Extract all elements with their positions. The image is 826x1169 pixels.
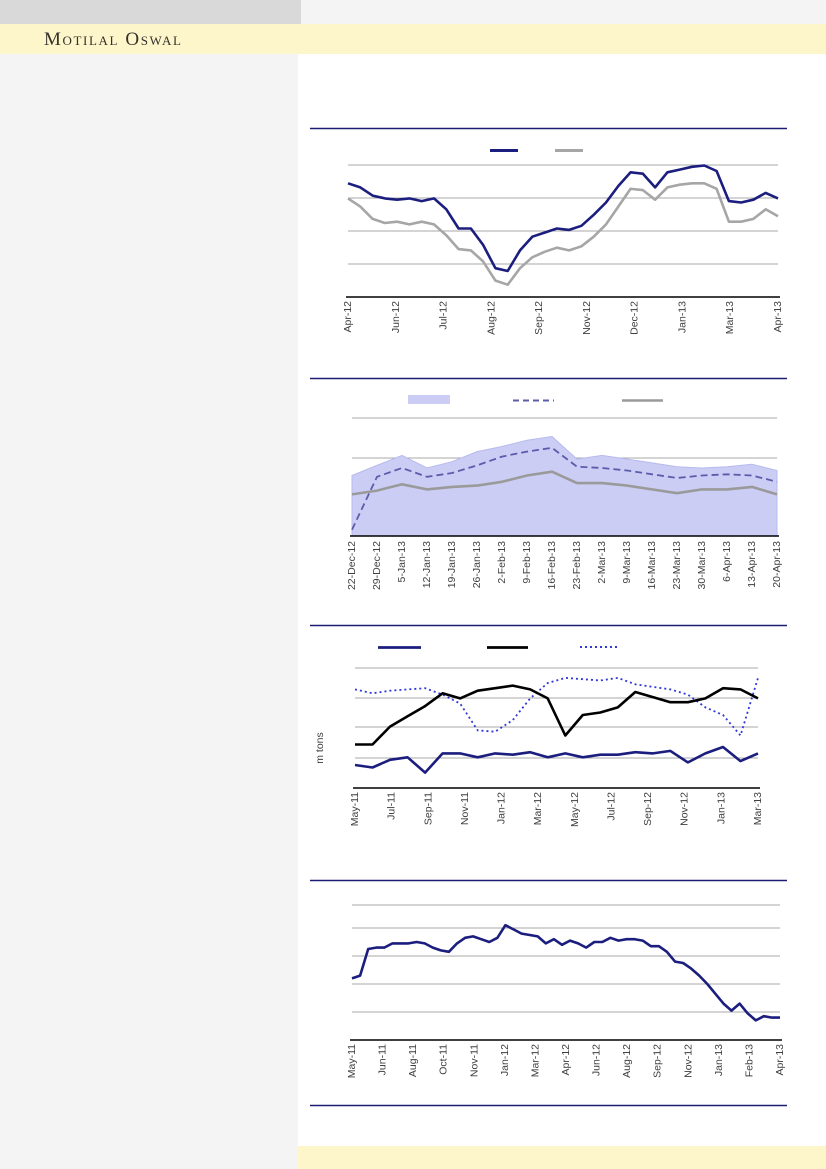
x-tick-label: Apr-13 xyxy=(772,301,784,333)
line-chart-1-navy-series xyxy=(347,164,779,273)
x-tick-label: 23-Mar-13 xyxy=(671,541,683,590)
line-chart-3-black-series xyxy=(355,684,759,746)
x-tick-label: 29-Dec-12 xyxy=(371,541,383,590)
line-chart-1-gray-series xyxy=(347,182,779,287)
top-gray-box xyxy=(0,0,301,24)
x-tick-label: Jul-11 xyxy=(386,792,398,820)
area-chart-2-area-series xyxy=(351,435,778,537)
x-tick-label: 19-Jan-13 xyxy=(446,541,458,588)
x-tick-label: 16-Mar-13 xyxy=(646,541,658,590)
x-tick-label: Jun-11 xyxy=(377,1044,389,1075)
x-tick-label: Apr-12 xyxy=(342,301,354,333)
x-tick-label: Oct-11 xyxy=(438,1044,450,1075)
x-tick-label: Jul-12 xyxy=(605,792,617,821)
x-tick-label: Nov-11 xyxy=(459,792,471,825)
x-tick-label: Sep-12 xyxy=(642,792,654,826)
x-tick-label: May-12 xyxy=(569,792,581,827)
x-tick-label: Jan-13 xyxy=(715,792,727,824)
line-chart-4: May-11 Jun-11 Aug-11 Oct-11 Nov-11 Jan-12 Mar-… xyxy=(346,904,786,1078)
x-tick-label: Aug-12 xyxy=(485,301,497,335)
x-tick-label: Feb-13 xyxy=(743,1044,755,1077)
x-tick-label: Nov-12 xyxy=(682,1044,694,1078)
x-tick-label: 26-Jan-13 xyxy=(471,541,483,588)
x-tick-label: Jan-13 xyxy=(676,301,688,333)
top-right-strip xyxy=(301,0,826,24)
area-chart-2-dashed-series xyxy=(351,446,778,531)
area-chart-2: 22-Dec-12 29-Dec-12 5-Jan-13 12-Jan-13 19-Ja… xyxy=(346,395,783,590)
x-tick-label: Jul-12 xyxy=(438,301,450,330)
x-tick-label: Jun-12 xyxy=(390,301,402,333)
footer-band xyxy=(298,1146,826,1169)
x-tick-label: 6-Apr-13 xyxy=(721,541,733,582)
x-tick-label: 9-Feb-13 xyxy=(521,541,533,584)
x-tick-label: 23-Feb-13 xyxy=(571,541,583,590)
x-tick-label: Apr-12 xyxy=(560,1044,572,1076)
x-tick-label: Mar-12 xyxy=(529,1044,541,1077)
x-tick-label: 20-Apr-13 xyxy=(771,541,783,588)
brand-logo-text: Motilal Oswal xyxy=(44,29,183,50)
x-tick-label: Jan-12 xyxy=(496,792,508,824)
x-tick-label: Aug-12 xyxy=(621,1044,633,1078)
line-chart-3-navy-series xyxy=(354,745,759,774)
y-axis-label: m tons xyxy=(314,732,326,764)
x-tick-label: Jan-13 xyxy=(713,1044,725,1076)
legend-swatch xyxy=(408,395,450,404)
x-tick-label: 2-Feb-13 xyxy=(496,541,508,584)
area-chart-2-gray-series xyxy=(351,470,778,496)
x-tick-label: Jun-12 xyxy=(591,1044,603,1076)
x-tick-label: Mar-13 xyxy=(724,301,736,334)
line-chart-1: Apr-12 Jun-12 Jul-12 Aug-12 Sep-12 Nov-12 Dec-… xyxy=(342,149,784,335)
x-tick-label: Sep-12 xyxy=(533,301,545,335)
x-tick-label: Nov-11 xyxy=(468,1044,480,1077)
x-tick-label: Apr-13 xyxy=(774,1044,786,1076)
x-tick-label: Jan-12 xyxy=(499,1044,511,1076)
x-tick-label: Nov-12 xyxy=(679,792,691,826)
x-tick-label: 5-Jan-13 xyxy=(396,541,408,583)
x-tick-label: 16-Feb-13 xyxy=(546,541,558,590)
x-tick-label: May-11 xyxy=(346,1044,358,1078)
x-tick-label: Mar-12 xyxy=(532,792,544,825)
line-chart-4-navy-series xyxy=(351,923,780,1022)
x-tick-label: 9-Mar-13 xyxy=(621,541,633,584)
x-tick-label: Sep-12 xyxy=(652,1044,664,1078)
x-tick-label: 13-Apr-13 xyxy=(746,541,758,588)
x-tick-label: 12-Jan-13 xyxy=(421,541,433,588)
x-tick-label: Nov-12 xyxy=(581,301,593,335)
x-tick-label: 22-Dec-12 xyxy=(346,541,358,590)
x-tick-label: Aug-11 xyxy=(407,1044,419,1077)
line-chart-3-dotted-series xyxy=(354,677,759,737)
line-chart-3: May-11 Jul-11 Sep-11 Nov-11 Jan-12 Mar-12 May-… xyxy=(314,646,764,827)
x-tick-label: Dec-12 xyxy=(629,301,641,335)
left-blank-column xyxy=(0,54,298,1169)
x-tick-label: Mar-13 xyxy=(752,792,764,825)
x-tick-label: 30-Mar-13 xyxy=(696,541,708,590)
header-band xyxy=(0,24,826,54)
x-tick-label: Sep-11 xyxy=(422,792,434,825)
x-tick-label: 2-Mar-13 xyxy=(596,541,608,584)
x-tick-label: May-11 xyxy=(349,792,361,826)
